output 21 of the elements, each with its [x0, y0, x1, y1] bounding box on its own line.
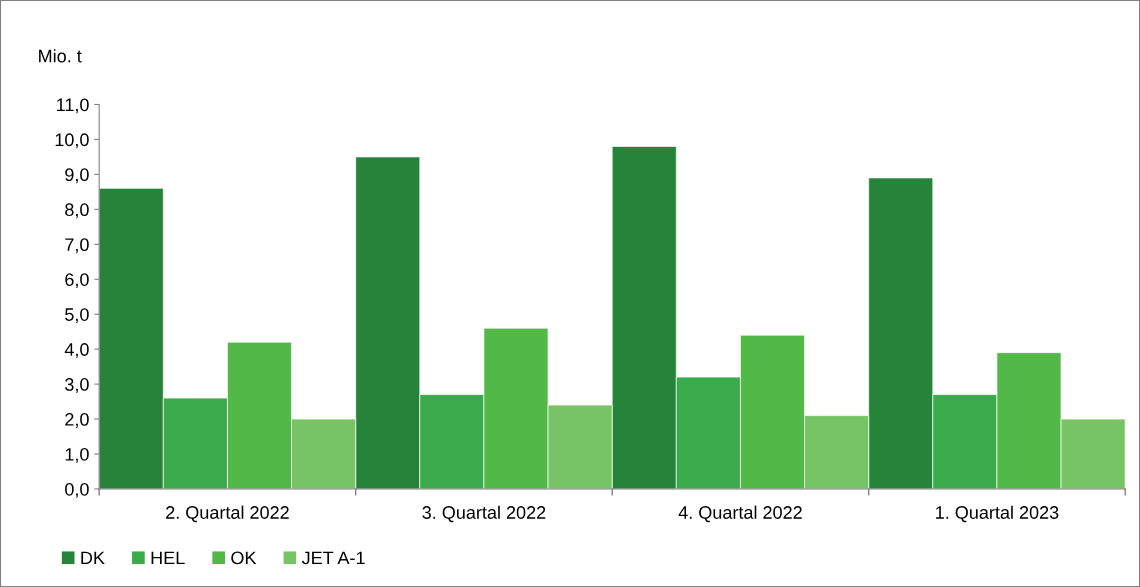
y-tick-label: 0,0 — [65, 482, 89, 498]
x-tick-label: 2. Quartal 2022 — [166, 505, 289, 523]
legend-label: DK — [81, 551, 105, 565]
legend-label: HEL — [151, 551, 185, 565]
y-tick-label: 7,0 — [65, 238, 89, 254]
y-tick-label: 6,0 — [65, 273, 89, 289]
y-tick-label: 11,0 — [57, 98, 89, 114]
x-tick-label: 4. Quartal 2022 — [678, 505, 802, 523]
x-tick-label: 3. Quartal 2022 — [422, 505, 546, 523]
y-tick-label: 10,0 — [55, 133, 89, 149]
y-tick-label: 4,0 — [64, 343, 89, 359]
y-tick-label: 2,0 — [65, 413, 89, 428]
y-tick-label: 1,0 — [65, 447, 89, 463]
y-tick-label: 3,0 — [65, 378, 89, 393]
legend-label: OK — [231, 551, 257, 565]
x-tick-label: 1. Quartal 2023 — [936, 505, 1059, 523]
y-tick-label: 8,0 — [65, 203, 89, 219]
legend-label: JET A-1 — [301, 551, 365, 565]
y-axis-title: Mio. t — [39, 49, 82, 63]
y-tick-label: 5,0 — [65, 308, 89, 324]
y-tick-label: 9,0 — [65, 168, 89, 184]
